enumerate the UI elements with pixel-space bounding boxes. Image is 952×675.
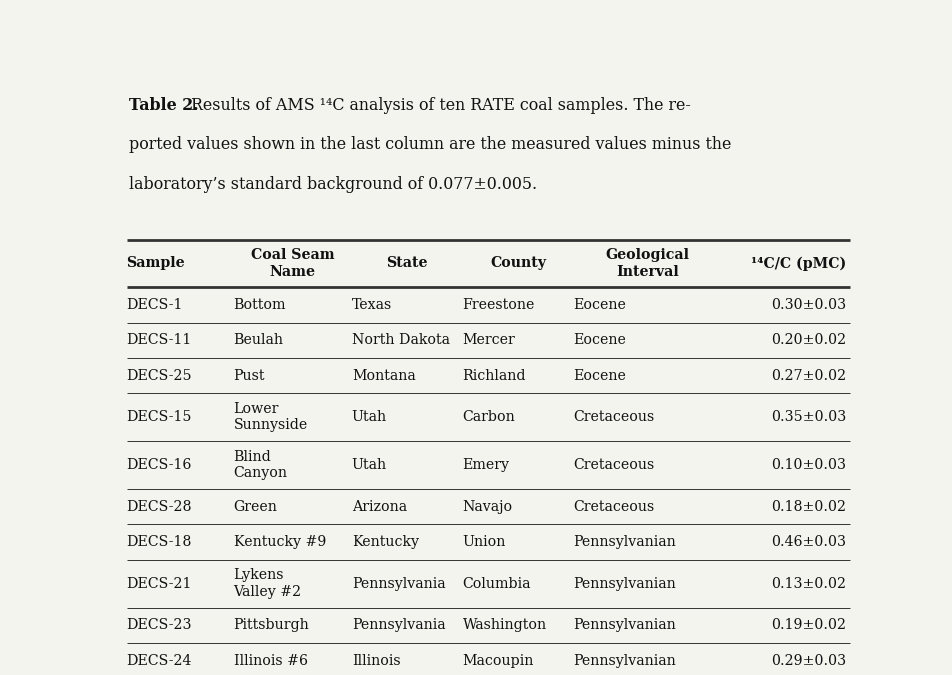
Text: 0.19±0.02: 0.19±0.02 bbox=[771, 618, 845, 632]
Text: Emery: Emery bbox=[462, 458, 509, 472]
Text: Mercer: Mercer bbox=[462, 333, 515, 348]
Text: Bottom: Bottom bbox=[233, 298, 286, 312]
Text: Arizona: Arizona bbox=[351, 500, 407, 514]
Text: Montana: Montana bbox=[351, 369, 415, 383]
Text: Sample: Sample bbox=[127, 256, 185, 271]
Text: Eocene: Eocene bbox=[573, 298, 625, 312]
Text: North Dakota: North Dakota bbox=[351, 333, 449, 348]
Text: Pennsylvanian: Pennsylvanian bbox=[573, 618, 675, 632]
Text: DECS-1: DECS-1 bbox=[127, 298, 183, 312]
Text: Pennsylvania: Pennsylvania bbox=[351, 576, 445, 591]
Text: Navajo: Navajo bbox=[462, 500, 512, 514]
Text: 0.20±0.02: 0.20±0.02 bbox=[771, 333, 845, 348]
Text: 0.29±0.03: 0.29±0.03 bbox=[771, 653, 845, 668]
Text: 0.46±0.03: 0.46±0.03 bbox=[771, 535, 845, 549]
Text: Pennsylvanian: Pennsylvanian bbox=[573, 576, 675, 591]
Text: Utah: Utah bbox=[351, 458, 387, 472]
Text: 0.13±0.02: 0.13±0.02 bbox=[771, 576, 845, 591]
Text: Columbia: Columbia bbox=[462, 576, 530, 591]
Text: DECS-11: DECS-11 bbox=[127, 333, 191, 348]
Text: DECS-16: DECS-16 bbox=[127, 458, 191, 472]
Text: DECS-21: DECS-21 bbox=[127, 576, 191, 591]
Text: 0.35±0.03: 0.35±0.03 bbox=[770, 410, 845, 425]
Text: 0.10±0.03: 0.10±0.03 bbox=[771, 458, 845, 472]
Text: Richland: Richland bbox=[462, 369, 526, 383]
Text: Union: Union bbox=[462, 535, 506, 549]
Text: Lower
Sunnyside: Lower Sunnyside bbox=[233, 402, 307, 433]
Text: County: County bbox=[489, 256, 545, 271]
Text: 0.30±0.03: 0.30±0.03 bbox=[771, 298, 845, 312]
Text: Kentucky #9: Kentucky #9 bbox=[233, 535, 326, 549]
Text: DECS-28: DECS-28 bbox=[127, 500, 191, 514]
Text: Macoupin: Macoupin bbox=[462, 653, 533, 668]
Text: Texas: Texas bbox=[351, 298, 391, 312]
Text: DECS-15: DECS-15 bbox=[127, 410, 191, 425]
Text: DECS-23: DECS-23 bbox=[127, 618, 191, 632]
Text: Lykens
Valley #2: Lykens Valley #2 bbox=[233, 568, 302, 599]
Text: DECS-25: DECS-25 bbox=[127, 369, 192, 383]
Text: Illinois #6: Illinois #6 bbox=[233, 653, 307, 668]
Text: Cretaceous: Cretaceous bbox=[573, 410, 654, 425]
Text: Carbon: Carbon bbox=[462, 410, 515, 425]
Text: DECS-18: DECS-18 bbox=[127, 535, 191, 549]
Text: Eocene: Eocene bbox=[573, 369, 625, 383]
Text: Geological
Interval: Geological Interval bbox=[605, 248, 688, 279]
Text: Pennsylvania: Pennsylvania bbox=[351, 618, 445, 632]
Text: Washington: Washington bbox=[462, 618, 546, 632]
Text: Table 2.: Table 2. bbox=[129, 97, 198, 113]
Text: 0.27±0.02: 0.27±0.02 bbox=[771, 369, 845, 383]
Text: Cretaceous: Cretaceous bbox=[573, 500, 654, 514]
Text: Beulah: Beulah bbox=[233, 333, 284, 348]
Text: Cretaceous: Cretaceous bbox=[573, 458, 654, 472]
Text: Eocene: Eocene bbox=[573, 333, 625, 348]
Text: Illinois: Illinois bbox=[351, 653, 400, 668]
Text: Utah: Utah bbox=[351, 410, 387, 425]
Text: Blind
Canyon: Blind Canyon bbox=[233, 450, 288, 480]
Text: Kentucky: Kentucky bbox=[351, 535, 418, 549]
Text: DECS-24: DECS-24 bbox=[127, 653, 191, 668]
Text: 0.18±0.02: 0.18±0.02 bbox=[771, 500, 845, 514]
Text: ported values shown in the last column are the measured values minus the: ported values shown in the last column a… bbox=[129, 136, 730, 153]
Text: Pennsylvanian: Pennsylvanian bbox=[573, 653, 675, 668]
Text: Pust: Pust bbox=[233, 369, 265, 383]
Text: laboratory’s standard background of 0.077±0.005.: laboratory’s standard background of 0.07… bbox=[129, 176, 536, 192]
Text: Results of AMS ¹⁴C analysis of ten RATE coal samples. The re-: Results of AMS ¹⁴C analysis of ten RATE … bbox=[187, 97, 690, 113]
Text: ¹⁴C/C (pMC): ¹⁴C/C (pMC) bbox=[750, 256, 845, 271]
Text: Pennsylvanian: Pennsylvanian bbox=[573, 535, 675, 549]
Text: Coal Seam
Name: Coal Seam Name bbox=[250, 248, 334, 279]
Text: Freestone: Freestone bbox=[462, 298, 534, 312]
Text: State: State bbox=[386, 256, 427, 271]
Text: Pittsburgh: Pittsburgh bbox=[233, 618, 309, 632]
Text: Green: Green bbox=[233, 500, 277, 514]
